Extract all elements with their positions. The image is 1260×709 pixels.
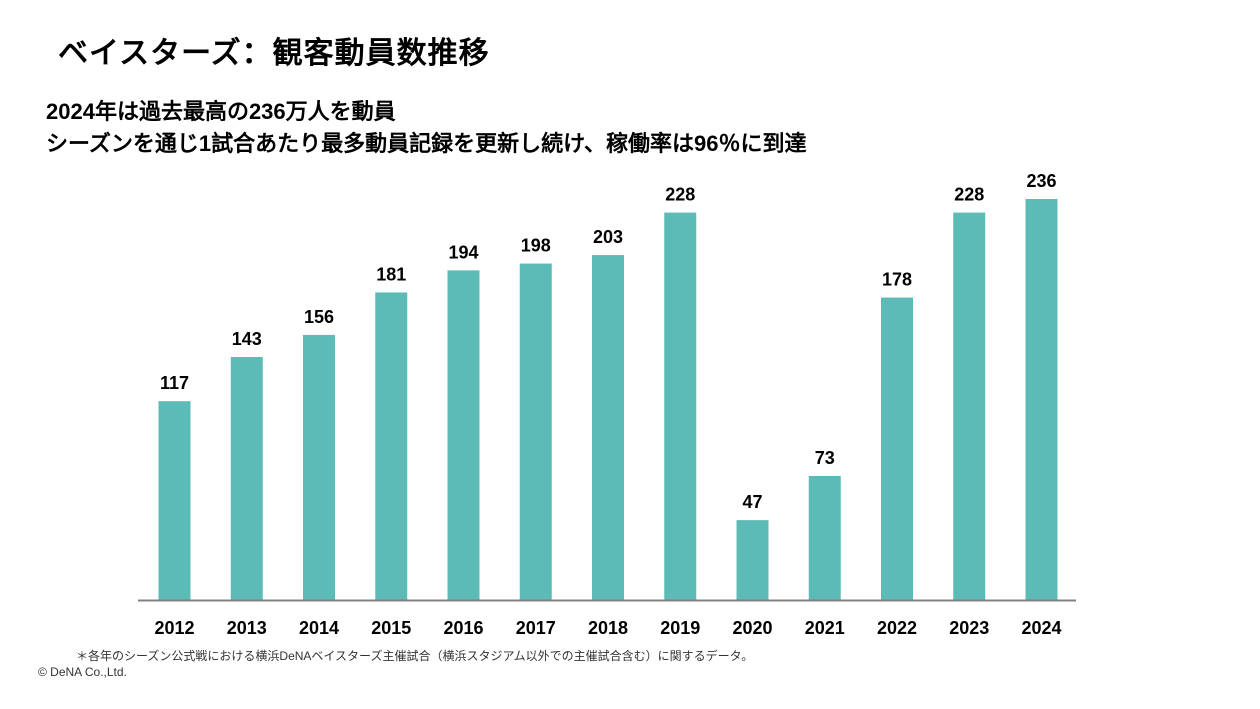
bar-2013: [230, 357, 263, 600]
bar-2017: [519, 263, 552, 600]
data-label-2016: 194: [448, 242, 478, 262]
x-tick-2017: 2017: [516, 618, 556, 638]
data-label-2014: 156: [304, 307, 334, 327]
bar-2012: [158, 401, 191, 600]
data-label-2013: 143: [232, 329, 262, 349]
bar-2022: [881, 297, 913, 600]
bar-2024: [1025, 199, 1058, 600]
bar-2018: [592, 255, 624, 601]
x-tick-2023: 2023: [949, 618, 989, 638]
data-label-2019: 228: [665, 185, 695, 205]
x-tick-2019: 2019: [660, 618, 700, 638]
data-label-2015: 181: [376, 264, 406, 284]
data-label-2018: 203: [593, 227, 623, 247]
page-title: ベイスターズ：観客動員数推移: [58, 37, 490, 70]
bar-2023: [953, 212, 986, 601]
bar-2021: [808, 475, 841, 600]
bar-2019: [664, 212, 697, 601]
data-label-2021: 73: [815, 448, 835, 468]
data-label-2012: 117: [160, 373, 189, 393]
x-tick-2021: 2021: [805, 618, 845, 638]
subtitle-line-2: シーズンを通じ1試合あたり最多動員記録を更新し続け、稼働率は96％に到達: [46, 131, 807, 156]
footnote: ＊各年のシーズン公式戦における横浜DeNAベイスターズ主催試合（横浜スタジアム以…: [76, 649, 754, 663]
x-tick-2012: 2012: [154, 618, 194, 638]
data-label-2017: 198: [521, 236, 551, 256]
copyright: © DeNA Co.,Ltd.: [38, 665, 127, 679]
x-tick-2022: 2022: [877, 618, 917, 638]
data-label-2023: 228: [954, 185, 984, 205]
data-label-2024: 236: [1026, 171, 1056, 191]
bar-2016: [447, 270, 480, 600]
data-label-2022: 178: [882, 270, 912, 290]
x-tick-2013: 2013: [227, 618, 267, 638]
bar-2014: [303, 334, 335, 600]
x-tick-2014: 2014: [299, 618, 339, 638]
bar-2015: [375, 292, 408, 600]
subtitle-line-1: 2024年は過去最高の236万人を動員: [46, 99, 396, 124]
x-tick-2020: 2020: [732, 618, 772, 638]
x-tick-2024: 2024: [1021, 618, 1061, 638]
bar-2020: [736, 520, 769, 600]
x-tick-2015: 2015: [371, 618, 411, 638]
x-tick-2018: 2018: [588, 618, 628, 638]
data-label-2020: 47: [742, 492, 762, 512]
x-tick-2016: 2016: [443, 618, 483, 638]
